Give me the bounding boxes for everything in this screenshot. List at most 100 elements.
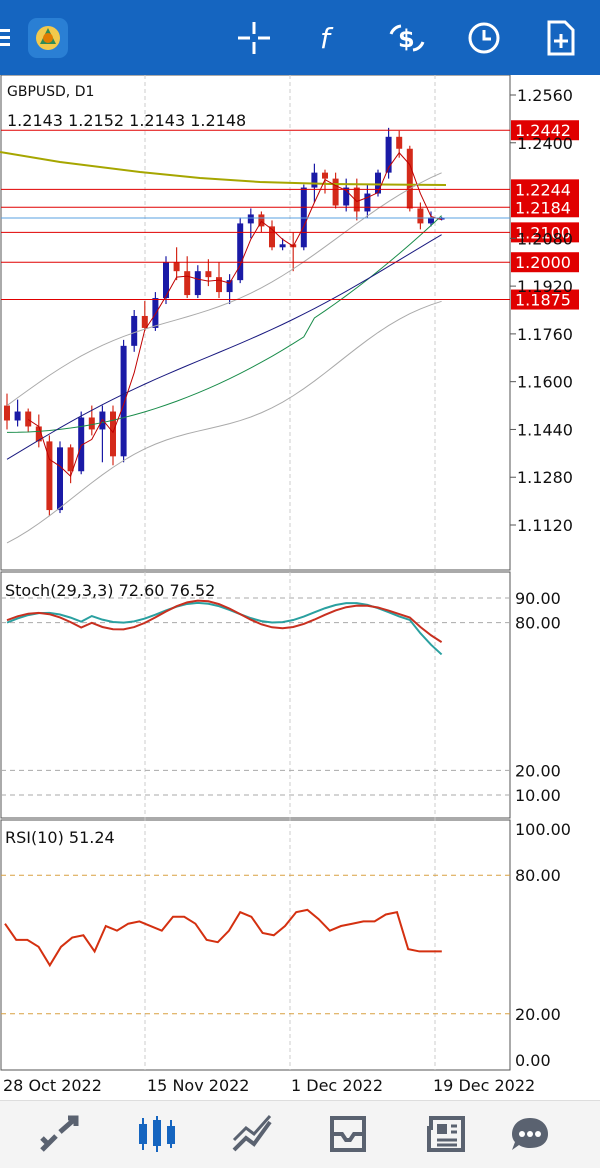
price-tick-label: 1.1440: [517, 420, 573, 439]
rsi-tick-label: 100.00: [515, 820, 571, 839]
candle-body: [4, 405, 10, 421]
candle-body: [269, 226, 275, 248]
candle-body: [14, 411, 21, 421]
time-tick-0: 28 Oct 2022: [3, 1076, 102, 1095]
menu-icon[interactable]: [0, 14, 18, 62]
price-tick-label: 1.1920: [517, 277, 573, 296]
stoch-label: Stoch(29,3,3) 72.60 76.52: [5, 581, 215, 600]
candle-body: [375, 172, 381, 194]
candle-body: [46, 441, 53, 511]
new-document-icon[interactable]: [539, 14, 583, 62]
level-label: 1.2100: [515, 223, 571, 242]
level-badge: [511, 179, 579, 200]
candle-body: [67, 447, 74, 472]
candle-body: [163, 262, 169, 299]
level-label: 1.2442: [515, 121, 571, 140]
svg-text:$: $: [398, 25, 415, 53]
crosshair-icon[interactable]: [232, 14, 276, 62]
candle-body: [322, 172, 328, 179]
rsi-line: [4, 908, 442, 968]
stoch-tick-label: 90.00: [515, 589, 561, 608]
time-tick-3: 19 Dec 2022: [433, 1076, 535, 1095]
price-tick-label: 1.1280: [517, 468, 573, 487]
rsi-tick-label: 20.00: [515, 1005, 561, 1024]
stoch-tick-label: 20.00: [515, 761, 561, 780]
chart-area[interactable]: 1.2442 1.2244 1.2184 1.2100 1.2000 1.1875 1.2…: [0, 75, 600, 1100]
chart-icon[interactable]: [127, 1109, 187, 1159]
rsi-panel-frame: [0, 819, 511, 1071]
news-icon[interactable]: [415, 1109, 475, 1159]
candle-body: [385, 136, 392, 173]
level-label: 1.2000: [515, 253, 571, 272]
candle-body: [396, 136, 403, 149]
candle-body: [406, 148, 413, 209]
ma-olive-line: [0, 151, 447, 186]
candle-body: [279, 244, 286, 248]
time-tick-1: 15 Nov 2022: [147, 1076, 249, 1095]
candle-body: [300, 187, 307, 248]
candle-body: [216, 277, 222, 293]
candle-body: [57, 447, 63, 511]
top-toolbar: f $: [0, 0, 600, 75]
trade-icon[interactable]: $: [385, 14, 429, 62]
app-logo-icon[interactable]: [26, 14, 70, 62]
chat-icon[interactable]: [500, 1109, 560, 1159]
price-tick-label: 1.1760: [517, 325, 573, 344]
level-badge: [511, 289, 579, 310]
stoch-tick-label: 80.00: [515, 614, 561, 633]
stoch-d-line: [6, 599, 443, 643]
level-badge: [511, 197, 579, 218]
candle-body: [343, 187, 350, 206]
candle-body: [247, 214, 254, 224]
price-tick-label: 1.2400: [517, 134, 573, 153]
candle-body: [417, 208, 424, 224]
candle-body: [258, 214, 265, 227]
price-layer: [0, 127, 447, 544]
candle-body: [110, 411, 116, 457]
rsi-layer: 100.00 80.00 20.00 0.00: [1, 820, 571, 1070]
candle-body: [311, 172, 318, 188]
ma-navy-line: [6, 234, 442, 460]
level-badge: [511, 252, 579, 273]
candle-body: [131, 315, 138, 346]
bottom-nav: [0, 1100, 600, 1168]
candle-body: [194, 271, 201, 296]
price-tick-label: 1.2560: [517, 86, 573, 105]
symbol-label: GBPUSD, D1: [7, 84, 94, 100]
stoch-layer: 90.00 80.00 20.00 10.00: [1, 589, 561, 805]
rsi-tick-label: 0.00: [515, 1051, 551, 1070]
candle-body: [120, 345, 127, 457]
quotes-icon[interactable]: [30, 1109, 90, 1159]
candle-body: [25, 411, 32, 427]
bollinger-upper-line: [6, 172, 442, 406]
candle-body: [141, 315, 148, 328]
rsi-tick-label: 80.00: [515, 866, 561, 885]
level-label: 1.1875: [515, 291, 571, 310]
price-tick-label: 1.2080: [517, 229, 573, 248]
stoch-panel-frame: [0, 571, 511, 819]
ohlc-label: 1.2143 1.2152 1.2143 1.2148: [7, 111, 246, 130]
ma-green-line: [6, 215, 442, 433]
indicators-icon[interactable]: f: [306, 14, 350, 62]
clock-icon[interactable]: [462, 14, 506, 62]
history-icon[interactable]: [318, 1109, 378, 1159]
candle-body: [35, 426, 42, 442]
stoch-tick-label: 10.00: [515, 786, 561, 805]
candle-body: [173, 262, 180, 272]
candle-body: [152, 298, 159, 328]
level-badge: [511, 222, 579, 243]
level-label: 1.2184: [515, 198, 571, 217]
candle-body: [237, 223, 244, 281]
price-tick-label: 1.1120: [517, 516, 573, 535]
price-panel-frame: [0, 75, 511, 571]
price-axis: 1.2560 1.2400 1.2080 1.1920 1.1760 1.1600 1.14…: [510, 86, 573, 535]
trade-nav-icon[interactable]: [222, 1109, 282, 1159]
time-tick-2: 1 Dec 2022: [291, 1076, 383, 1095]
bollinger-lower-line: [6, 300, 442, 544]
candle-body: [205, 271, 212, 278]
candle-body: [332, 178, 339, 206]
candle-body: [184, 271, 191, 296]
candle-body: [353, 187, 360, 212]
